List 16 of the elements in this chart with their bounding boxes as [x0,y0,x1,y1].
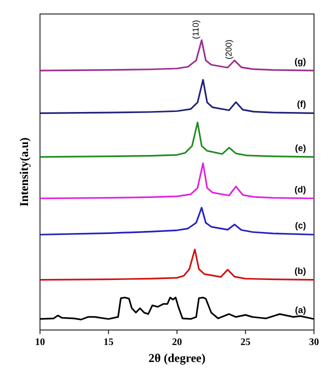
x-axis-title: 2θ (degree) [148,351,206,365]
series-label: (e) [295,142,306,153]
series-label: (d) [294,184,306,194]
series-label: (f) [297,99,306,110]
annotation: (200) [224,39,234,60]
series-label: (c) [295,220,306,231]
x-tick-label: 20 [172,337,182,348]
y-axis-title: Intensity(a.u) [17,137,31,207]
series-label: (b) [294,266,306,276]
x-tick-label: 25 [240,337,250,348]
x-tick-label: 30 [309,337,319,348]
annotation: (110) [190,20,201,40]
x-tick-label: 10 [35,337,45,348]
series-label: (g) [294,56,306,67]
series-label: (a) [295,304,306,315]
x-tick-label: 15 [104,337,114,348]
